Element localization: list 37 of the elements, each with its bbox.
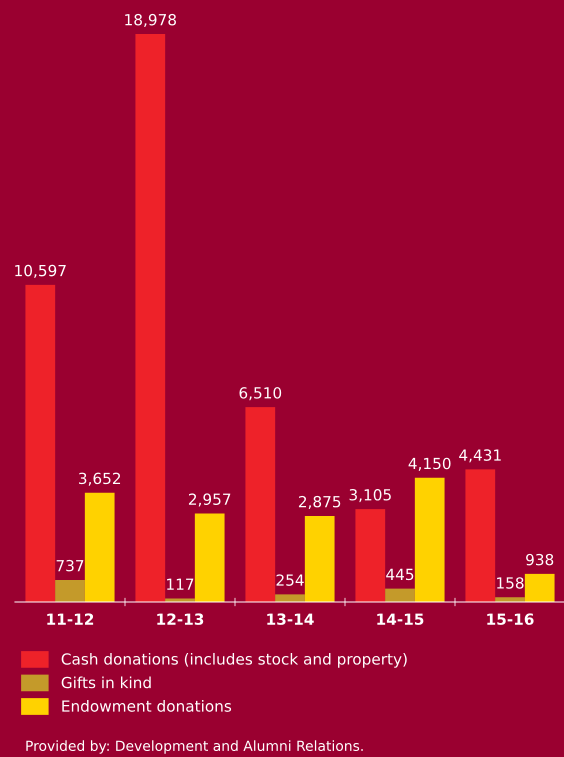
data-label: 254 [276, 574, 304, 586]
text: Provided by: Development and Alumni Relations. [26, 740, 363, 754]
bar [465, 469, 496, 602]
bar [414, 478, 445, 602]
x-tick-label: 13-14 [267, 613, 314, 625]
x-tick-label: 14-15 [377, 614, 424, 625]
data-label: 445 [386, 568, 414, 580]
legend-label: Endowment donations [62, 700, 232, 712]
bar [55, 580, 85, 602]
bar [25, 284, 56, 602]
data-label: 6,510 [240, 387, 282, 400]
bar [245, 407, 276, 602]
data-label: 737 [56, 560, 84, 572]
data-label: 3,105 [350, 488, 391, 502]
data-label: 10,597 [15, 264, 66, 278]
legend-label: Gifts in kind [62, 676, 151, 688]
bar [84, 492, 115, 602]
data-label: 938 [526, 554, 554, 566]
bar [135, 34, 166, 602]
legend-label: Cash donations (includes stock and property) [62, 652, 407, 668]
x-tick-label: 15-16 [487, 613, 534, 625]
x-tick-label: 11-12 [47, 613, 94, 625]
data-label: 2,875 [298, 496, 340, 509]
data-label: 3,652 [78, 472, 120, 486]
data-label: 4,431 [459, 449, 501, 462]
bar [355, 509, 386, 602]
data-label: 117 [167, 578, 194, 590]
data-label: 2,957 [188, 493, 230, 507]
data-label: 4,150 [408, 458, 451, 471]
bar [275, 594, 305, 602]
data-label: 18,978 [125, 14, 176, 28]
bar [385, 588, 415, 602]
bar [524, 574, 555, 602]
bar [304, 516, 335, 602]
x-tick-label: 12-13 [157, 613, 204, 625]
bar [194, 514, 225, 602]
data-label: 158 [497, 577, 524, 589]
